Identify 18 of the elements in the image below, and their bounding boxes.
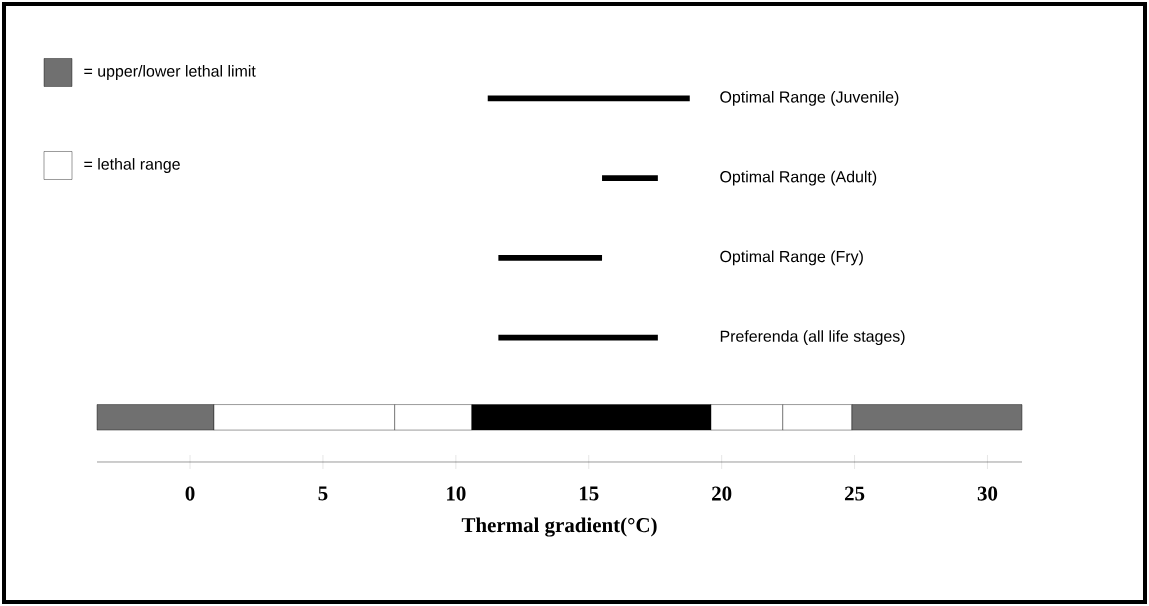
x-tick-label: 10	[447, 486, 466, 501]
bar	[602, 175, 658, 181]
x-tick-label: 30	[977, 486, 998, 501]
x-tick-label: 0	[185, 486, 195, 501]
y-tick-label: Preferenda (all life stages)	[720, 330, 905, 346]
bar	[498, 255, 603, 261]
y-tick-label: Optimal Range (Juvenile)	[720, 90, 899, 106]
bar	[498, 334, 658, 341]
x-tick-label: 25	[844, 486, 865, 501]
y-tick-label: Optimal Range (Fry)	[720, 250, 863, 266]
legend-label: = upper/lower lethal limit	[84, 65, 256, 80]
x-tick-label: 15	[579, 486, 599, 501]
x-tick-label: 5	[318, 486, 328, 501]
x-tick-label: 20	[712, 486, 732, 501]
bar	[487, 95, 690, 102]
y-tick-label: Optimal Range (Adult)	[720, 170, 877, 186]
x-axis-title: Thermal gradient(°C)	[461, 517, 657, 537]
legend-label: = lethal range	[84, 158, 180, 173]
